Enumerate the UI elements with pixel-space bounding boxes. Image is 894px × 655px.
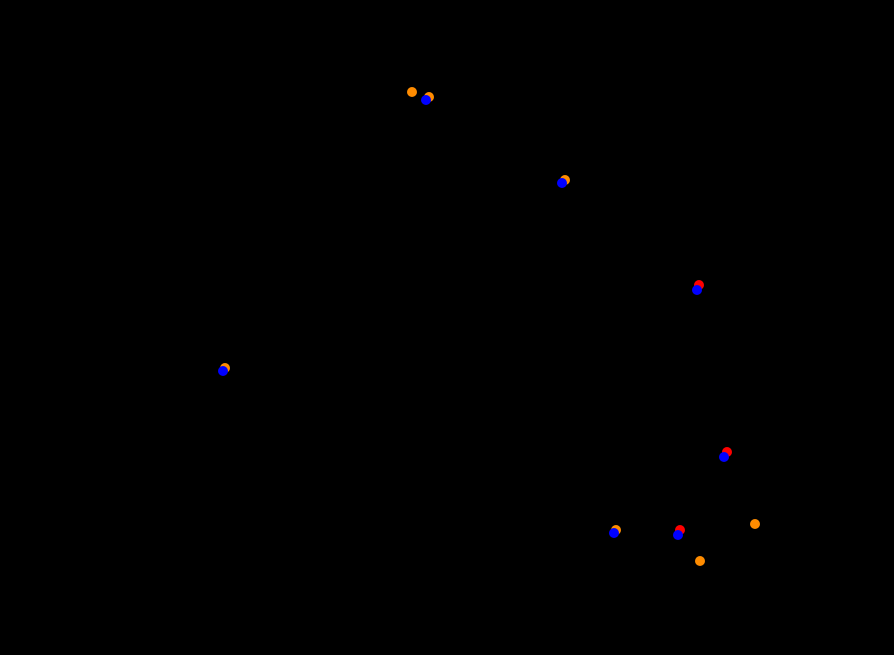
scatter-point <box>609 528 619 538</box>
scatter-point <box>719 452 729 462</box>
scatter-point <box>673 530 683 540</box>
scatter-point <box>407 87 417 97</box>
scatter-point <box>218 366 228 376</box>
scatter-point <box>695 556 705 566</box>
scatter-plot <box>0 0 894 655</box>
scatter-point <box>557 178 567 188</box>
scatter-point <box>692 285 702 295</box>
scatter-point <box>750 519 760 529</box>
scatter-point <box>421 95 431 105</box>
